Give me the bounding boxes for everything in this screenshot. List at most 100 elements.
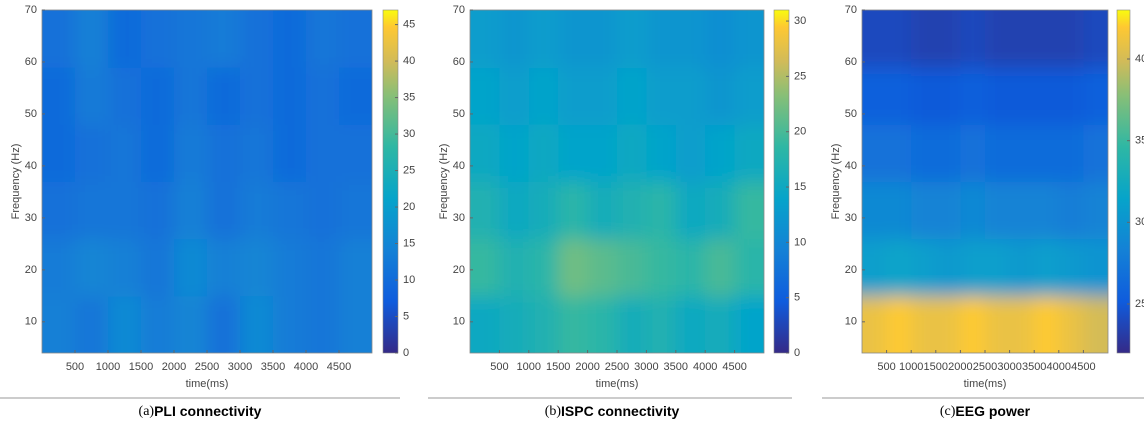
heatmap-cell — [558, 67, 589, 125]
heatmap-cell — [960, 124, 986, 182]
heatmap-cell — [207, 67, 241, 125]
x-axis-label: time(ms) — [964, 378, 1007, 390]
y-tick-label: 70 — [25, 4, 37, 16]
heatmap-cell — [886, 238, 912, 297]
y-tick-label: 10 — [453, 316, 465, 328]
heatmap-cell — [240, 10, 274, 68]
heatmap-cell — [960, 10, 986, 68]
heatmap-cell — [499, 181, 530, 240]
heatmap-cell — [935, 124, 961, 182]
heatmap-cell — [240, 124, 274, 182]
heatmap-cell — [587, 181, 618, 240]
heatmap-group — [42, 10, 372, 353]
heatmap-cell — [499, 295, 530, 353]
heatmap-cell — [240, 67, 274, 125]
x-axis-label: time(ms) — [186, 378, 229, 390]
heatmap-cell — [558, 181, 589, 240]
heatmap-cell — [985, 238, 1011, 297]
y-tick-label: 30 — [25, 212, 37, 224]
heatmap-cell — [499, 67, 530, 125]
heatmap-cell — [339, 10, 372, 68]
y-tick-label: 40 — [25, 160, 37, 172]
heatmap-cell — [1058, 124, 1084, 182]
y-tick-label: 20 — [25, 264, 37, 276]
colorbar-tick-label: 15 — [403, 237, 415, 249]
x-tick-label: 1500 — [546, 361, 570, 373]
heatmap-cell — [617, 181, 647, 240]
heatmap-cell — [675, 124, 706, 182]
heatmap-cell — [339, 295, 372, 353]
heatmap-cell — [862, 181, 888, 240]
colorbar-tick-label: 20 — [794, 126, 806, 138]
heatmap-cell — [558, 124, 589, 182]
heatmap-cell — [646, 67, 677, 125]
heatmap-cell — [42, 295, 76, 353]
colorbar-tick-label: 10 — [403, 274, 415, 286]
heatmap-cell — [42, 238, 76, 297]
heatmap-cell — [646, 238, 677, 297]
heatmap-cell — [646, 295, 677, 353]
heatmap-cell — [587, 124, 618, 182]
heatmap-cell — [886, 67, 912, 125]
x-tick-label: 4500 — [327, 361, 351, 373]
heatmap-cell — [587, 67, 618, 125]
x-tick-label: 2000 — [948, 361, 972, 373]
caption: (a)PLI connectivity — [139, 403, 262, 420]
heatmap-cell — [528, 238, 559, 297]
heatmap-cell — [141, 124, 175, 182]
heatmap-cell — [75, 10, 109, 68]
x-tick-label: 2000 — [162, 361, 186, 373]
x-tick-label: 2000 — [575, 361, 599, 373]
heatmap-cell — [75, 67, 109, 125]
heatmap-cell — [273, 124, 307, 182]
heatmap-cell — [306, 181, 340, 240]
heatmap-cell — [1058, 67, 1084, 125]
heatmap-cells — [470, 10, 764, 353]
y-axis-label: Frequency (Hz) — [830, 144, 842, 220]
x-tick-label: 3500 — [1022, 361, 1046, 373]
colorbar-tick-label: 30 — [794, 15, 806, 27]
heatmap-cell — [339, 124, 372, 182]
colorbar-tick-label: 25 — [1135, 298, 1144, 310]
y-tick-label: 10 — [25, 316, 37, 328]
heatmap-cell — [1034, 124, 1060, 182]
heatmap-cell — [499, 124, 530, 182]
heatmap-cell — [240, 295, 274, 353]
heatmap-cell — [587, 238, 618, 297]
heatmap-cell — [141, 10, 175, 68]
heatmap-cell — [470, 181, 500, 240]
heatmap-cell — [1083, 295, 1108, 353]
heatmap-cell — [985, 295, 1011, 353]
heatmap-cell — [1083, 124, 1108, 182]
heatmap-cell — [1034, 10, 1060, 68]
heatmap-cell — [734, 238, 764, 297]
heatmap-cell — [75, 238, 109, 297]
y-tick-label: 60 — [453, 56, 465, 68]
heatmap-cell — [985, 181, 1011, 240]
heatmap-cell — [734, 10, 764, 68]
heatmap-cell — [985, 67, 1011, 125]
heatmap-cell — [911, 67, 937, 125]
colorbar-tick-label: 35 — [403, 91, 415, 103]
heatmap-cell — [141, 295, 175, 353]
heatmap-cells — [862, 10, 1108, 353]
heatmap-cell — [1058, 238, 1084, 297]
colorbar-tick-label: 0 — [403, 347, 409, 359]
heatmap-cell — [141, 181, 175, 240]
y-tick-label: 30 — [845, 212, 857, 224]
heatmap-cell — [470, 10, 500, 68]
x-tick-label: 500 — [66, 361, 84, 373]
caption: (b)ISPC connectivity — [545, 403, 680, 420]
heatmap-cell — [528, 124, 559, 182]
caption-text: ISPC connectivity — [561, 403, 679, 419]
heatmap-cell — [960, 295, 986, 353]
y-tick-label: 60 — [25, 56, 37, 68]
heatmap-cell — [558, 10, 589, 68]
colorbar — [1116, 9, 1131, 354]
heatmap-cell — [1083, 67, 1108, 125]
heatmap-cell — [470, 295, 500, 353]
heatmap-cell — [1009, 181, 1035, 240]
heatmap-cell — [470, 238, 500, 297]
heatmap-cell — [1009, 295, 1035, 353]
colorbar-tick-label: 0 — [794, 347, 800, 359]
